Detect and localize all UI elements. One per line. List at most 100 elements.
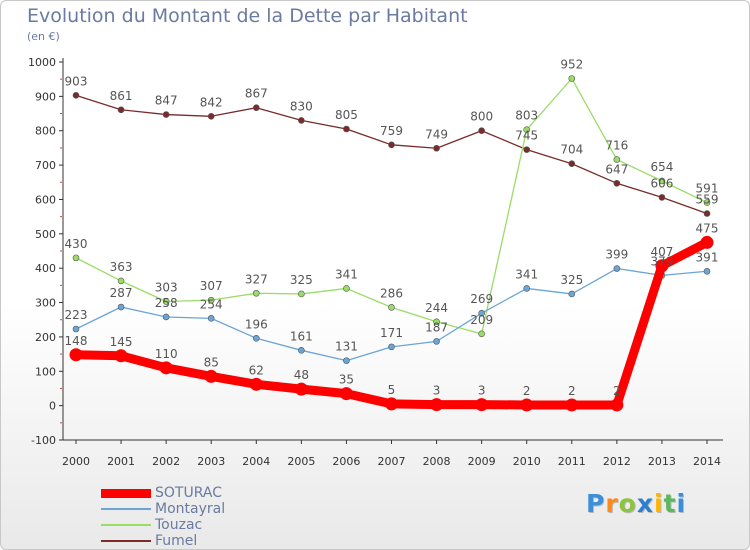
logo-letter: t <box>663 489 677 518</box>
data-point-soturac <box>610 398 624 412</box>
data-label-soturac: 62 <box>249 363 264 377</box>
legend-swatch <box>101 540 151 542</box>
proxiti-logo: Proxiti <box>586 489 686 518</box>
data-point-touzac <box>162 298 170 305</box>
data-label-touzac: 303 <box>155 281 178 295</box>
data-point-fumel <box>388 141 395 149</box>
data-label-fumel: 606 <box>650 176 673 190</box>
data-point-soturac <box>204 369 218 383</box>
data-point-montayral <box>388 343 395 351</box>
data-point-montayral <box>523 285 531 292</box>
data-label-fumel: 847 <box>155 94 178 108</box>
data-label-touzac: 341 <box>335 267 358 281</box>
y-tick-label: 200 <box>35 331 56 344</box>
data-point-montayral <box>298 347 305 354</box>
data-point-touzac <box>658 177 666 185</box>
data-label-fumel: 861 <box>110 89 133 103</box>
data-point-soturac <box>114 349 128 363</box>
data-point-montayral <box>117 303 125 311</box>
data-point-soturac <box>700 235 714 249</box>
data-point-fumel <box>298 117 305 124</box>
data-label-touzac: 654 <box>650 160 673 174</box>
data-point-fumel <box>162 111 170 118</box>
x-tick-label: 2003 <box>197 455 225 468</box>
data-label-soturac: 2 <box>568 384 576 398</box>
data-label-touzac: 430 <box>65 237 88 251</box>
data-label-touzac: 286 <box>380 286 403 300</box>
y-tick-label: 1000 <box>28 56 56 69</box>
data-label-soturac: 3 <box>433 384 441 398</box>
data-point-montayral <box>703 267 711 275</box>
data-label-soturac: 3 <box>478 384 486 398</box>
x-tick-label: 2010 <box>513 455 541 468</box>
x-tick-label: 2002 <box>152 455 180 468</box>
data-label-soturac: 2 <box>613 384 621 398</box>
data-point-fumel <box>703 210 711 217</box>
x-tick-label: 2005 <box>287 455 315 468</box>
data-point-touzac <box>478 330 485 338</box>
data-label-montayral: 399 <box>605 248 628 262</box>
legend-swatch <box>101 524 151 526</box>
data-label-soturac: 475 <box>696 221 719 235</box>
data-point-touzac <box>343 285 350 292</box>
data-label-montayral: 196 <box>245 317 268 331</box>
x-tick-label: 2007 <box>378 455 406 468</box>
data-label-touzac: 244 <box>425 301 448 315</box>
legend-label: Touzac <box>155 517 203 533</box>
data-point-soturac <box>69 348 83 362</box>
logo-letter: i <box>676 489 687 518</box>
x-tick-label: 2000 <box>62 455 90 468</box>
data-point-touzac <box>568 75 576 82</box>
data-label-montayral: 187 <box>425 320 448 334</box>
y-tick-label: 0 <box>49 400 56 413</box>
data-point-fumel <box>613 180 621 187</box>
data-point-soturac <box>475 398 489 412</box>
y-tick-label: 400 <box>35 262 56 275</box>
data-label-touzac: 591 <box>696 182 719 196</box>
data-label-fumel: 647 <box>605 162 628 176</box>
data-point-touzac <box>523 126 531 133</box>
y-tick-label: -100 <box>31 434 56 447</box>
series-line-soturac <box>71 237 712 410</box>
data-label-fumel: 830 <box>290 99 313 113</box>
data-label-touzac: 325 <box>290 273 313 287</box>
x-tick-label: 2006 <box>332 455 360 468</box>
data-point-touzac <box>207 296 215 304</box>
data-label-fumel: 867 <box>245 87 268 101</box>
data-point-fumel <box>478 127 485 135</box>
data-label-fumel: 759 <box>380 124 403 138</box>
data-label-touzac: 363 <box>110 260 133 274</box>
data-point-fumel <box>72 92 80 99</box>
data-label-touzac: 952 <box>560 57 583 71</box>
data-label-montayral: 131 <box>335 340 358 354</box>
data-point-soturac <box>430 398 444 412</box>
data-point-soturac <box>655 259 669 273</box>
data-point-soturac <box>249 377 263 391</box>
y-tick-label: 500 <box>35 228 56 241</box>
x-tick-label: 2013 <box>648 455 676 468</box>
data-point-montayral <box>72 325 80 333</box>
data-label-montayral: 287 <box>110 286 133 300</box>
data-label-montayral: 269 <box>470 292 493 306</box>
data-label-montayral: 254 <box>200 297 223 311</box>
data-point-fumel <box>252 104 260 112</box>
data-label-fumel: 749 <box>425 127 448 141</box>
logo-letter: x <box>636 489 654 518</box>
series-line-fumel <box>75 94 708 215</box>
data-label-fumel: 704 <box>560 143 583 157</box>
data-point-fumel <box>523 146 531 153</box>
chart-title: Evolution du Montant de la Dette par Hab… <box>27 5 468 27</box>
data-point-touzac <box>703 199 711 206</box>
data-point-soturac <box>520 398 534 412</box>
data-label-montayral: 161 <box>290 329 313 343</box>
logo-letter: P <box>586 489 606 518</box>
data-label-montayral: 341 <box>515 267 538 281</box>
data-point-soturac <box>294 382 308 396</box>
y-tick-label: 800 <box>35 125 56 138</box>
data-label-fumel: 800 <box>470 110 493 124</box>
x-tick-label: 2014 <box>693 455 721 468</box>
data-point-touzac <box>613 156 621 163</box>
data-label-montayral: 379 <box>650 254 673 268</box>
data-label-soturac: 145 <box>110 335 133 349</box>
y-tick-label: 600 <box>35 193 56 206</box>
